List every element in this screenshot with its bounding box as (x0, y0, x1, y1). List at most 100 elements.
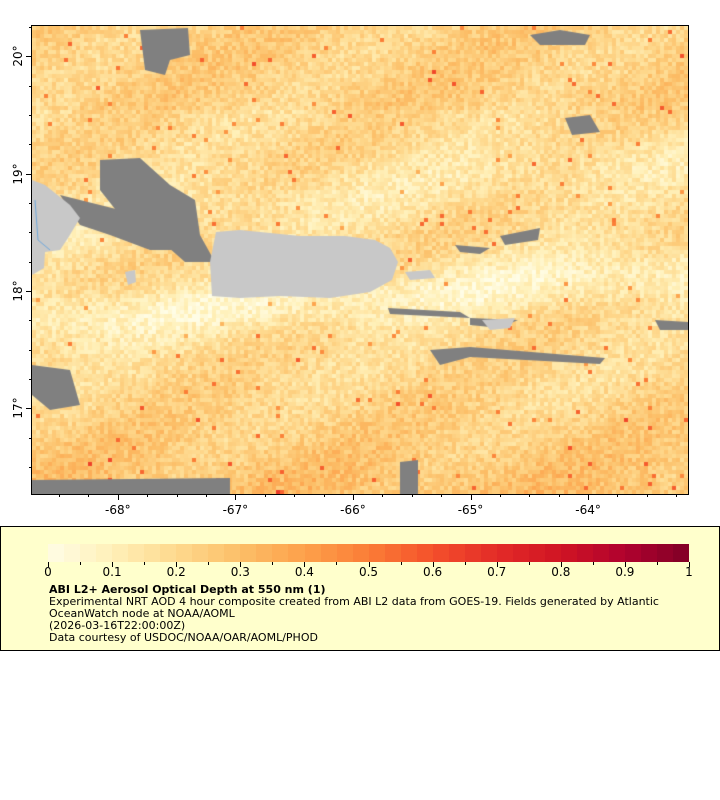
y-tick-label: 17° (11, 397, 25, 420)
y-minor-tick (29, 437, 32, 439)
colorbar-minor-tick (560, 562, 562, 567)
y-tick-label: 18° (11, 280, 25, 302)
legend-panel: 0 0.1 0.2 0.3 0.4 0.5 0.6 0.7 0.8 0.9 1 ABI L2+ Ae… (0, 526, 720, 651)
colorbar-swatch (416, 544, 433, 562)
colorbar-swatch (256, 544, 273, 562)
colorbar-minor-tick (144, 562, 146, 565)
colorbar-swatch (561, 544, 578, 562)
aod-raster (32, 26, 688, 494)
colorbar-swatch (64, 544, 81, 562)
colorbar-swatch (496, 544, 513, 562)
colorbar-tick-label: 0.9 (615, 565, 635, 579)
x-minor-tick (205, 494, 207, 497)
legend-description: Experimental NRT AOD 4 hour composite cr… (49, 595, 659, 620)
colorbar-minor-tick (80, 562, 82, 565)
x-minor-tick (323, 494, 325, 497)
y-minor-tick (29, 85, 32, 87)
y-minor-tick (29, 56, 32, 58)
colorbar-tick-label: 0.1 (102, 565, 122, 579)
x-tick (352, 494, 354, 500)
colorbar-tick-label: 0.6 (423, 565, 443, 579)
colorbar-swatch (304, 544, 321, 562)
x-minor-tick (59, 494, 61, 497)
colorbar-swatch (577, 544, 594, 562)
x-minor-tick (176, 494, 178, 497)
y-minor-tick (29, 173, 32, 175)
x-minor-tick (235, 494, 237, 497)
colorbar-tick-label: 0.8 (551, 565, 571, 579)
y-minor-tick (29, 320, 32, 322)
y-minor-tick (29, 203, 32, 205)
y-minor-tick (29, 144, 32, 146)
colorbar-swatch (352, 544, 369, 562)
y-minor-tick (29, 467, 32, 469)
x-minor-tick (117, 494, 119, 497)
colorbar-tick-label: 0.5 (358, 565, 379, 579)
colorbar-tick-label: 0 (44, 565, 52, 579)
x-tick (235, 494, 237, 500)
colorbar-minor-tick (592, 562, 594, 565)
colorbar-minor-tick (48, 562, 49, 567)
colorbar-swatch (336, 544, 353, 562)
colorbar-minor-tick (368, 562, 370, 567)
colorbar-swatch (80, 544, 97, 562)
colorbar-swatch (400, 544, 417, 562)
colorbar-swatch (448, 544, 465, 562)
colorbar-swatch (544, 544, 561, 562)
x-tick-label: -68° (105, 503, 131, 517)
colorbar-minor-tick (240, 562, 242, 567)
x-minor-tick (676, 494, 678, 497)
x-minor-tick (382, 494, 384, 497)
y-minor-tick (29, 291, 32, 293)
colorbar-tick-label: 1 (685, 565, 693, 579)
colorbar-swatch (240, 544, 257, 562)
y-minor-tick (29, 379, 32, 381)
x-tick (470, 494, 472, 500)
colorbar-minor-tick (400, 562, 402, 565)
colorbar-swatch (192, 544, 209, 562)
x-tick-label: -67° (222, 503, 249, 517)
aod-map (31, 25, 689, 495)
colorbar-swatch (160, 544, 177, 562)
y-minor-tick (29, 232, 32, 234)
y-minor-tick (29, 261, 32, 263)
colorbar-swatch (528, 544, 545, 562)
colorbar-swatch (320, 544, 337, 562)
x-tick (588, 494, 590, 500)
x-minor-tick (558, 494, 560, 497)
colorbar-tick-label: 0.3 (230, 565, 250, 579)
colorbar-tick-label: 0.2 (166, 565, 186, 579)
colorbar-swatch (480, 544, 497, 562)
colorbar-swatch (208, 544, 225, 562)
y-tick-label: 20° (11, 45, 25, 68)
colorbar-minor-tick (464, 562, 466, 565)
x-minor-tick (617, 494, 619, 497)
colorbar-swatch (593, 544, 610, 562)
colorbar-minor-tick (689, 562, 690, 567)
colorbar-swatch (128, 544, 145, 562)
colorbar-swatch (368, 544, 385, 562)
x-minor-tick (352, 494, 354, 497)
x-tick (117, 494, 119, 500)
colorbar-swatch (96, 544, 113, 562)
colorbar-swatch (609, 544, 626, 562)
x-tick-label: -64° (575, 503, 601, 517)
colorbar-minor-tick (304, 562, 306, 567)
y-tick-label: 19° (11, 163, 25, 185)
legend-time: (2026-03-16T22:00:00Z) (49, 619, 186, 632)
colorbar (48, 544, 690, 562)
x-minor-tick (294, 494, 296, 497)
colorbar-minor-tick (176, 562, 178, 567)
colorbar-swatch (288, 544, 305, 562)
colorbar-minor-tick (336, 562, 338, 565)
colorbar-swatch (657, 544, 674, 562)
x-minor-tick (264, 494, 266, 497)
colorbar-swatch (625, 544, 642, 562)
colorbar-swatch (432, 544, 449, 562)
colorbar-swatch (384, 544, 401, 562)
colorbar-swatch (112, 544, 129, 562)
colorbar-minor-tick (432, 562, 434, 567)
x-tick-label: -65° (457, 503, 484, 517)
colorbar-tick-label: 0.4 (294, 565, 314, 579)
colorbar-swatch (272, 544, 289, 562)
